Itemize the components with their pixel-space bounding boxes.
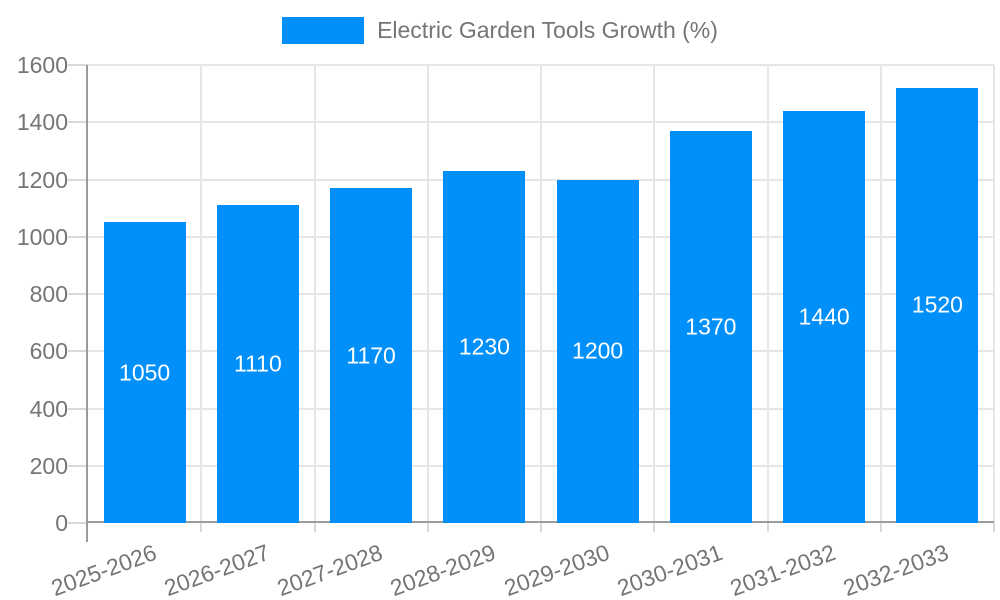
y-tick-mark — [68, 464, 88, 467]
v-gridline — [313, 65, 316, 523]
bar: 1050 — [103, 222, 186, 523]
x-tick-mark — [540, 523, 542, 532]
bar-value-label: 1370 — [685, 313, 737, 340]
y-tick-label: 1400 — [16, 109, 68, 136]
y-tick-label: 400 — [29, 395, 68, 422]
x-tick-mark — [993, 523, 995, 532]
y-tick-mark — [68, 407, 88, 410]
x-tick-label: 2030-2031 — [613, 539, 726, 600]
x-tick-mark — [426, 523, 429, 532]
bar: 1370 — [669, 130, 752, 523]
v-gridline — [993, 65, 995, 523]
plot-area: 0 200 400 600 800 1000 1200 1400 1600 1050 2025-20… — [17, 52, 995, 600]
bar: 1170 — [330, 188, 413, 523]
legend: Electric Garden Tools Growth (%) — [0, 16, 1000, 45]
x-tick-label: 2025-2026 — [47, 539, 160, 600]
v-gridline — [653, 65, 656, 523]
bar: 1110 — [216, 205, 299, 523]
y-axis-line — [86, 65, 88, 542]
x-tick-label: 2028-2029 — [387, 539, 500, 600]
y-tick-mark — [68, 522, 88, 524]
x-axis-line — [86, 521, 994, 523]
bar: 1200 — [556, 179, 639, 523]
y-tick-mark — [68, 235, 88, 238]
y-tick-label: 600 — [29, 338, 68, 365]
y-tick-label: 1200 — [16, 166, 68, 193]
bar: 1520 — [896, 87, 979, 523]
y-tick-label: 200 — [29, 452, 68, 479]
legend-swatch — [282, 17, 365, 44]
v-gridline — [879, 65, 882, 523]
bar-value-label: 1200 — [572, 337, 624, 364]
x-tick-mark — [766, 523, 769, 532]
y-tick-mark — [68, 64, 88, 66]
x-tick-mark — [313, 523, 316, 532]
x-tick-label: 2032-2033 — [840, 539, 953, 600]
x-tick-label: 2031-2032 — [726, 539, 840, 600]
y-tick-mark — [68, 121, 88, 124]
x-tick-label: 2026-2027 — [160, 539, 273, 600]
legend-label: Electric Garden Tools Growth (%) — [377, 17, 718, 43]
x-tick-label: 2027-2028 — [273, 539, 387, 600]
bar: 1230 — [443, 170, 526, 523]
v-gridline — [200, 65, 203, 523]
v-gridline — [540, 65, 542, 523]
y-tick-label: 0 — [55, 510, 68, 536]
x-tick-mark — [200, 523, 203, 532]
bar-value-label: 1170 — [346, 342, 396, 369]
x-tick-mark — [653, 523, 656, 532]
v-gridline — [766, 65, 769, 523]
bar-value-label: 1050 — [119, 359, 171, 386]
bar-value-label: 1230 — [458, 333, 510, 360]
y-tick-label: 1600 — [16, 52, 68, 78]
y-tick-label: 1000 — [16, 223, 68, 250]
bar-value-label: 1520 — [911, 291, 963, 318]
y-tick-mark — [68, 293, 88, 295]
y-tick-mark — [68, 178, 88, 181]
y-tick-mark — [68, 350, 88, 353]
x-tick-mark — [879, 523, 882, 532]
x-tick-label: 2029-2030 — [500, 539, 613, 600]
y-tick-label: 800 — [29, 281, 68, 307]
bar: 1440 — [783, 110, 866, 523]
bar-value-label: 1440 — [798, 303, 850, 330]
v-gridline — [426, 65, 429, 523]
bar-value-label: 1110 — [233, 350, 282, 377]
